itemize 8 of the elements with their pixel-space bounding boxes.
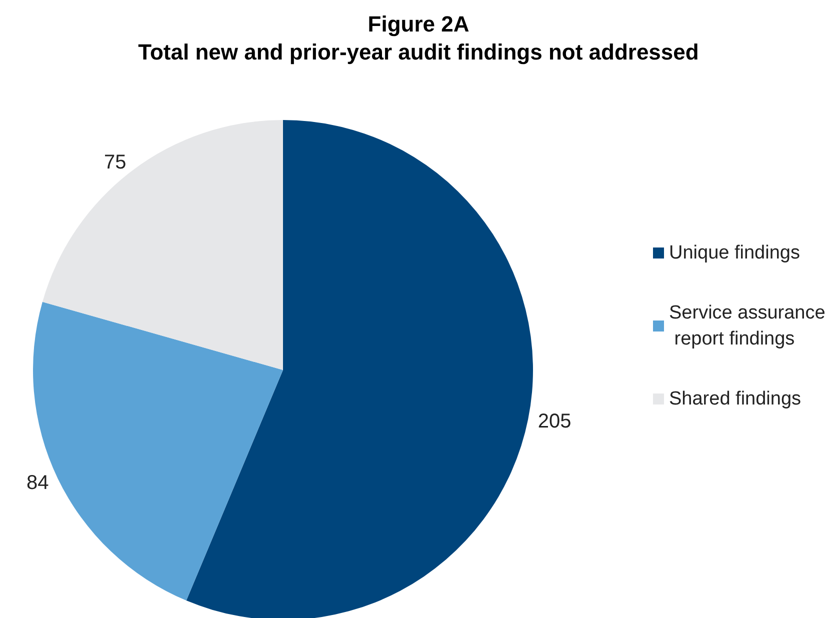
legend-label: Shared findings [669,388,802,410]
legend-label: Service assurance report findings [669,302,826,350]
data-label: 84 [26,472,49,494]
data-label: 75 [104,152,126,174]
legend-label: Unique findings [669,242,800,264]
chart-subtitle: Total new and prior-year audit findings not addressed [138,40,699,64]
data-label: 205 [538,410,572,432]
chart-title: Figure 2A [368,12,470,36]
